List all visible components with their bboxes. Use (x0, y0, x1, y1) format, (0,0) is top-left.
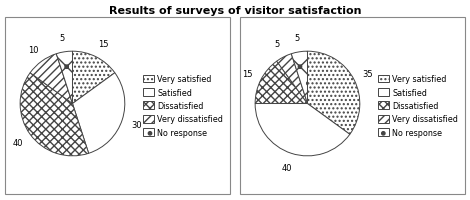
Text: 10: 10 (28, 46, 39, 55)
Wedge shape (255, 62, 307, 104)
Legend: Very satisfied, Satisfied, Dissatisfied, Very dissatisfied, No response: Very satisfied, Satisfied, Dissatisfied,… (141, 72, 226, 140)
Wedge shape (72, 52, 115, 104)
Wedge shape (56, 52, 72, 104)
Wedge shape (307, 52, 360, 135)
Text: 40: 40 (13, 139, 24, 148)
Legend: Very satisfied, Satisfied, Dissatisfied, Very dissatisfied, No response: Very satisfied, Satisfied, Dissatisfied,… (376, 72, 461, 140)
Text: 15: 15 (98, 40, 108, 49)
Text: 5: 5 (274, 40, 280, 49)
Text: 35: 35 (362, 69, 373, 78)
Text: Results of surveys of visitor satisfaction: Results of surveys of visitor satisfacti… (109, 6, 361, 16)
Wedge shape (20, 73, 89, 156)
Wedge shape (72, 73, 125, 154)
Wedge shape (277, 54, 307, 104)
Text: 15: 15 (243, 69, 253, 78)
Text: 40: 40 (282, 163, 292, 172)
Text: 5: 5 (294, 34, 299, 43)
Wedge shape (255, 104, 350, 156)
Wedge shape (291, 52, 307, 104)
Text: 30: 30 (131, 120, 141, 129)
Text: 5: 5 (59, 34, 64, 43)
Wedge shape (30, 54, 72, 104)
